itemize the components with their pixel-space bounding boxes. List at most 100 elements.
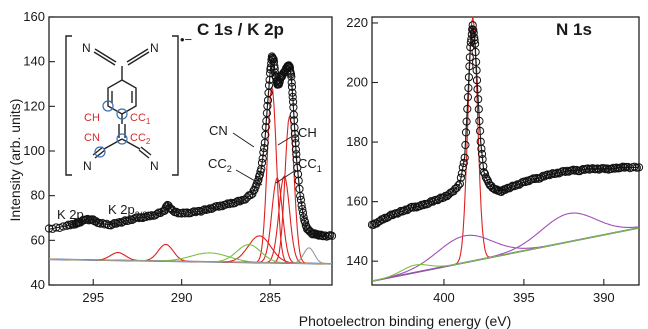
cc2-peak-label: CC2	[208, 156, 232, 174]
n1s-data-point	[511, 181, 521, 190]
c1s-data-point	[287, 82, 297, 91]
c1s-data-point	[297, 201, 306, 210]
n1s-data-point	[472, 76, 482, 85]
c1s-data-point	[257, 164, 266, 173]
n1s-data-point	[482, 174, 491, 184]
c1s-data-point	[266, 69, 275, 78]
n1s-data-point	[593, 164, 602, 173]
n1s-curves	[371, 16, 640, 282]
n1s-data-point	[610, 164, 620, 173]
n1s-data-point	[464, 83, 473, 93]
n1s-y-tick-label: 200	[346, 75, 368, 90]
n1s-data-point	[457, 169, 466, 178]
radical-anion-charge: •−	[180, 32, 192, 47]
n1s-data-point	[463, 104, 472, 114]
n1s-y-tick-label: 220	[346, 15, 368, 30]
n1s-data-point	[607, 164, 616, 173]
c1s-data-point	[293, 163, 302, 172]
n1s-data-point	[461, 140, 470, 150]
n1s-component-curve	[371, 16, 640, 282]
atom-n-top-left: N	[82, 41, 91, 55]
right-bracket	[172, 35, 179, 176]
mol-label-cc1: CC1	[130, 112, 151, 126]
n1s-data-point	[583, 164, 592, 173]
n1s-x-tick-label: 395	[513, 290, 535, 305]
n1s-panel-title: N 1s	[556, 20, 592, 39]
n1s-data-point	[459, 158, 468, 168]
n1s-data-point	[475, 116, 484, 126]
atom-n-bottom-right: N	[150, 159, 159, 173]
c1s-data-point	[167, 205, 176, 214]
c1s-data-point	[258, 154, 267, 163]
bond-cn-bottom-right	[121, 138, 152, 159]
c1s-data-point	[108, 220, 117, 229]
c1s-panel-title: C 1s / K 2p	[197, 20, 284, 39]
n1s-data-point	[474, 95, 483, 104]
mol-label-ch: CH	[84, 112, 100, 124]
c1s-data-point	[299, 213, 308, 222]
ch-peak-label: CH	[298, 125, 317, 140]
n1s-data-point	[465, 62, 474, 71]
c1s-data-point	[269, 57, 279, 67]
n1s-data-point	[473, 85, 482, 94]
n1s-data-point	[460, 153, 469, 162]
c1s-data-point	[288, 92, 297, 102]
n1s-y-tick-label: 160	[346, 194, 368, 209]
c1s-data-point	[260, 144, 269, 153]
c1s-data-point	[292, 150, 301, 159]
mol-label-cn: CN	[84, 132, 100, 144]
atom-n-bottom-left: N	[83, 159, 92, 173]
n1s-data-point	[472, 66, 481, 75]
c1s-data-point	[296, 191, 305, 201]
c1s-data-point	[261, 123, 270, 132]
c1s-data-point	[225, 200, 234, 209]
c1s-x-tick-label: 290	[171, 290, 193, 305]
n1s-data-point	[470, 33, 479, 42]
c1s-data-point	[66, 221, 75, 230]
k2p32-label: K 2p3/2	[108, 202, 147, 220]
c1s-data-point	[102, 219, 111, 228]
n1s-data-point	[472, 57, 481, 67]
c1s-data-point	[259, 148, 268, 157]
n1s-data-point	[569, 165, 578, 174]
cc1-peak-label: CC1	[298, 156, 322, 174]
atom-n-top-right: N	[150, 41, 159, 55]
n1s-data-point	[561, 167, 570, 176]
n1s-fit-envelope	[371, 25, 639, 226]
c1s-data-point	[291, 145, 300, 154]
ch-leader-line	[277, 133, 297, 146]
c1s-data-point	[257, 158, 267, 167]
c1s-data-point	[327, 231, 337, 240]
n1s-data-point	[602, 164, 612, 173]
c1s-y-tick-label: 40	[31, 277, 45, 292]
c1s-data-point	[290, 129, 299, 138]
c1s-data-point	[255, 170, 264, 179]
n1s-data-point	[479, 162, 488, 171]
c1s-data-point	[270, 68, 280, 77]
c1s-data-point	[290, 123, 299, 132]
n1s-data-point	[476, 126, 485, 136]
c1s-y-tick-label: 140	[23, 54, 45, 69]
benzene-inner-bonds	[111, 91, 133, 103]
n1s-data-point	[461, 128, 471, 137]
n1s-data-point	[471, 39, 480, 48]
n1s-data-point	[559, 167, 569, 176]
c1s-y-tick-label: 120	[23, 98, 45, 113]
n1s-component-curve	[371, 227, 640, 282]
n1s-panel: 400 395 390 140 160 180 200 220 N 1s	[346, 15, 644, 305]
c1s-data-point	[285, 63, 294, 73]
c1s-data-point	[294, 176, 303, 185]
cn-peak-label: CN	[209, 123, 228, 138]
atom-circle-ch	[102, 100, 114, 112]
c1s-data-point	[262, 116, 271, 126]
n1s-data-point	[588, 164, 597, 173]
c1s-data-point	[260, 138, 269, 147]
c1s-data-point	[264, 81, 274, 90]
atom-circle-cc2	[116, 133, 128, 145]
n1s-data-point	[455, 179, 464, 188]
n1s-data-point	[477, 144, 486, 153]
c1s-data-point	[298, 208, 308, 217]
c1s-data-markers	[44, 52, 337, 241]
n1s-data-point	[458, 163, 467, 172]
c1s-data-point	[168, 206, 177, 215]
